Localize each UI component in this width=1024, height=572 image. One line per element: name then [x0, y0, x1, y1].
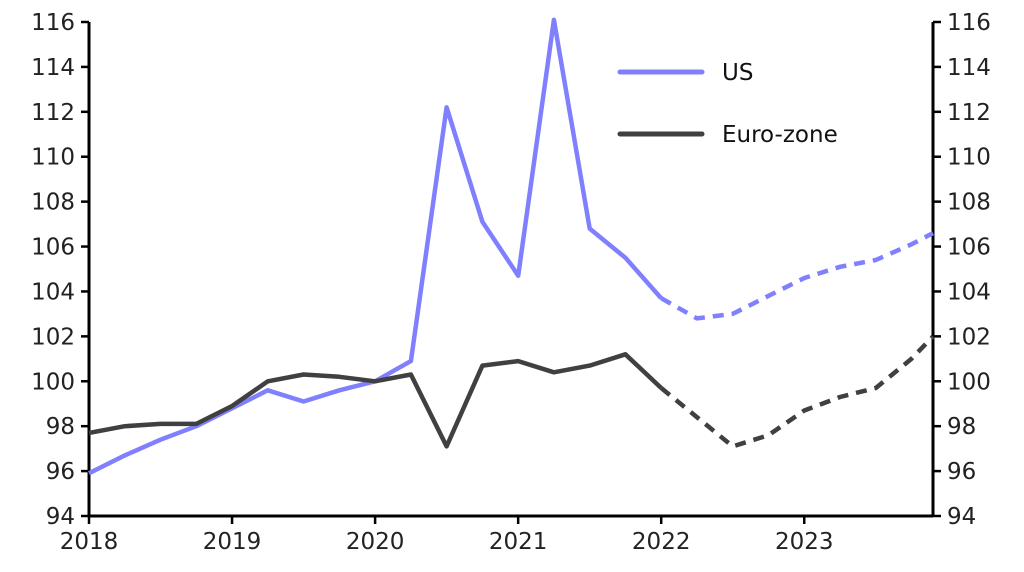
series-line-euro-zone-actual: [88, 352, 663, 449]
series-lines: [87, 17, 935, 476]
y-tick-label-right: 98: [947, 414, 976, 440]
y-tick-label-right: 108: [947, 190, 991, 216]
y-tick-label-left: 94: [46, 504, 75, 530]
y-tick-label-right: 106: [947, 235, 991, 261]
series-line-us-actual: [87, 17, 663, 476]
legend-label-us: US: [722, 60, 753, 86]
y-tick-label-left: 98: [46, 414, 75, 440]
x-tick-label: 2021: [489, 529, 548, 555]
legend: US Euro-zone: [617, 60, 838, 148]
y-tick-label-left: 114: [31, 55, 75, 81]
y-tick-label-right: 114: [947, 55, 991, 81]
x-tick-label: 2018: [60, 529, 119, 555]
y-tick-label-left: 106: [31, 235, 75, 261]
y-tick-label-right: 96: [947, 459, 976, 485]
y-tick-label-left: 96: [46, 459, 75, 485]
x-tick-label: 2022: [632, 529, 691, 555]
y-tick-label-right: 116: [947, 10, 991, 36]
y-tick-label-left: 108: [31, 190, 75, 216]
x-tick-label: 2019: [203, 529, 262, 555]
axes: 94 94 96 96 98 98 100 100 102 102 104 104 106 106 108 1…: [31, 10, 991, 555]
y-tick-label-right: 102: [947, 324, 991, 350]
y-tick-label-right: 100: [947, 369, 991, 395]
series-line-euro-zone-forecast: [659, 334, 935, 449]
series-line-us-forecast: [660, 231, 935, 321]
y-tick-label-right: 110: [947, 145, 991, 171]
x-tick-label: 2020: [346, 529, 405, 555]
y-tick-label-left: 116: [31, 10, 75, 36]
y-tick-label-left: 102: [31, 324, 75, 350]
legend-label-euro-zone: Euro-zone: [722, 122, 838, 148]
x-tick-label: 2023: [775, 529, 834, 555]
y-tick-label-left: 100: [31, 369, 75, 395]
y-tick-label-left: 110: [31, 145, 75, 171]
y-tick-label-right: 104: [947, 279, 991, 305]
y-tick-label-right: 94: [947, 504, 976, 530]
y-tick-label-left: 104: [31, 279, 75, 305]
y-tick-label-left: 112: [31, 100, 75, 126]
y-tick-label-right: 112: [947, 100, 991, 126]
